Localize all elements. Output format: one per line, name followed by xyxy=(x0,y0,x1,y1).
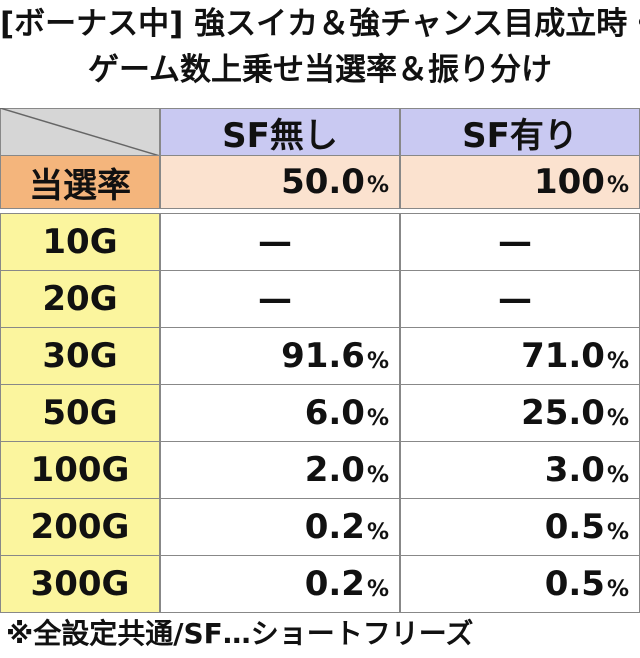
corner-cell xyxy=(0,108,160,156)
cell-unit: % xyxy=(366,173,389,198)
column-header-text: SF無し xyxy=(222,115,338,156)
row-label: 300G xyxy=(0,555,160,613)
row-cell: 0.2% xyxy=(160,555,400,613)
cell-value: 50.0 xyxy=(281,162,365,202)
row-cell: — xyxy=(160,213,400,271)
cell-value: — xyxy=(498,279,532,319)
row-cell: 71.0% xyxy=(400,327,640,385)
row-cell: 6.0% xyxy=(160,384,400,442)
cell-unit: % xyxy=(366,349,389,374)
rate-label: 当選率 xyxy=(0,155,160,209)
cell-value: — xyxy=(258,222,292,262)
footnote: ※全設定共通/SF…ショートフリーズ xyxy=(6,617,474,650)
cell-value: 25.0 xyxy=(521,393,605,433)
row-cell: — xyxy=(400,213,640,271)
cell-value: — xyxy=(498,222,532,262)
row-cell: 2.0% xyxy=(160,441,400,499)
cell-value: 0.5 xyxy=(544,507,605,547)
cell-unit: % xyxy=(606,520,629,545)
cell-unit: % xyxy=(366,520,389,545)
row-label-text: 20G xyxy=(42,279,118,319)
row-label-text: 30G xyxy=(42,336,118,376)
row-cell: 25.0% xyxy=(400,384,640,442)
cell-unit: % xyxy=(606,463,629,488)
row-label: 100G xyxy=(0,441,160,499)
row-label-text: 300G xyxy=(30,564,130,604)
row-label: 50G xyxy=(0,384,160,442)
row-label-text: 10G xyxy=(42,222,118,262)
cell-value: 0.5 xyxy=(544,564,605,604)
cell-unit: % xyxy=(606,173,629,198)
row-label: 20G xyxy=(0,270,160,328)
cell-unit: % xyxy=(606,349,629,374)
cell-value: 100 xyxy=(533,162,605,202)
row-cell: — xyxy=(160,270,400,328)
cell-value: 91.6 xyxy=(281,336,365,376)
row-cell: 3.0% xyxy=(400,441,640,499)
row-cell: — xyxy=(400,270,640,328)
cell-value: 2.0 xyxy=(304,450,365,490)
cell-value: 0.2 xyxy=(304,507,365,547)
row-cell: 0.2% xyxy=(160,498,400,556)
cell-value: 71.0 xyxy=(521,336,605,376)
column-header-text: SF有り xyxy=(462,115,578,156)
cell-value: 6.0 xyxy=(304,393,365,433)
row-label-text: 100G xyxy=(30,450,130,490)
cell-value: — xyxy=(258,279,292,319)
column-header: SF無し xyxy=(160,108,400,156)
title-line: ゲーム数上乗せ当選率＆振り分け xyxy=(87,52,553,88)
cell-unit: % xyxy=(366,406,389,431)
rate-cell: 50.0% xyxy=(160,155,400,209)
cell-unit: % xyxy=(366,577,389,602)
row-label: 30G xyxy=(0,327,160,385)
cell-unit: % xyxy=(366,463,389,488)
cell-unit: % xyxy=(606,406,629,431)
column-header: SF有り xyxy=(400,108,640,156)
rate-cell: 100% xyxy=(400,155,640,209)
row-cell: 0.5% xyxy=(400,498,640,556)
row-label: 10G xyxy=(0,213,160,271)
row-label-text: 200G xyxy=(30,507,130,547)
cell-value: 0.2 xyxy=(304,564,365,604)
cell-unit: % xyxy=(606,577,629,602)
row-label-text: 50G xyxy=(42,393,118,433)
cell-value: 3.0 xyxy=(544,450,605,490)
title-line: [ボーナス中] 強スイカ＆強チャンス目成立時・ xyxy=(0,6,640,42)
row-cell: 0.5% xyxy=(400,555,640,613)
row-cell: 91.6% xyxy=(160,327,400,385)
rate-label-text: 当選率 xyxy=(29,165,131,206)
row-label: 200G xyxy=(0,498,160,556)
